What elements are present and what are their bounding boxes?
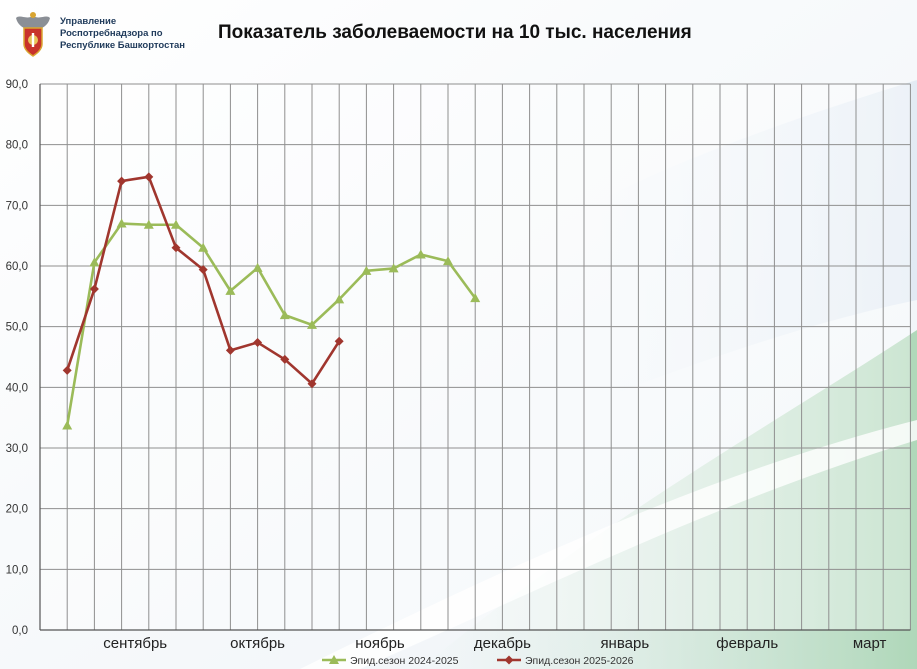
org-line-2: Роспотребнадзора по: [60, 28, 163, 39]
data-point-triangle: [198, 242, 209, 252]
data-point-triangle: [388, 263, 399, 273]
data-point-triangle: [470, 293, 481, 303]
x-month-label: октябрь: [230, 635, 285, 652]
data-point-triangle: [225, 285, 236, 295]
data-point-triangle: [171, 219, 181, 229]
data-point-diamond: [144, 172, 154, 182]
legend-label: Эпид.сезон 2024-2025: [350, 655, 459, 667]
data-point-diamond: [89, 284, 99, 294]
legend: Эпид.сезон 2024-2025 Эпид.сезон 2025-2026: [322, 655, 634, 667]
y-tick-label: 80,0: [6, 140, 28, 152]
data-point-triangle: [443, 256, 453, 266]
legend-label: Эпид.сезон 2025-2026: [525, 655, 634, 667]
data-point-triangle: [252, 262, 263, 272]
data-point-diamond: [171, 243, 181, 253]
gridlines: [40, 83, 911, 631]
data-point-diamond: [334, 336, 344, 346]
legend-item: Эпид.сезон 2024-2025: [322, 655, 459, 667]
data-point-diamond: [280, 354, 290, 364]
data-point-diamond: [117, 176, 127, 186]
y-tick-label: 40,0: [6, 382, 28, 394]
series-2: [62, 172, 344, 389]
data-point-triangle: [329, 655, 339, 664]
slide-header: Управление Роспотребнадзора по Республик…: [0, 0, 917, 70]
data-point-diamond: [62, 365, 72, 375]
series-1: [62, 218, 481, 430]
x-month-label: декабрь: [474, 635, 531, 652]
rospotrebnadzor-emblem-icon: [16, 12, 50, 57]
series-line: [65, 222, 477, 426]
org-line-3: Республике Башкортостан: [60, 40, 186, 51]
data-point-triangle: [89, 257, 100, 267]
data-point-triangle: [143, 219, 154, 229]
y-tick-label: 50,0: [6, 322, 28, 334]
y-tick-label: 20,0: [6, 504, 28, 516]
data-point-diamond: [253, 337, 263, 347]
data-point-diamond: [198, 265, 208, 275]
y-tick-label: 10,0: [6, 564, 28, 576]
data-point-triangle: [334, 294, 345, 304]
y-tick-label: 70,0: [6, 200, 28, 212]
x-month-label: март: [853, 635, 887, 652]
data-point-triangle: [62, 420, 73, 430]
data-point-diamond: [307, 379, 317, 389]
y-tick-label: 30,0: [6, 443, 28, 455]
x-month-label: ноябрь: [355, 635, 405, 652]
chart-title: Показатель заболеваемости на 10 тыс. нас…: [218, 22, 692, 43]
data-point-triangle: [116, 218, 127, 228]
legend-item: Эпид.сезон 2025-2026: [497, 655, 634, 667]
x-month-label: февраль: [716, 635, 778, 652]
data-point-triangle: [279, 310, 290, 320]
x-month-label: январь: [600, 635, 649, 652]
y-tick-labels: 0,0 10,0 20,0 30,0 40,0 50,0 60,0 70,0 80,0 90,0: [6, 79, 28, 637]
organization-name: Управление Роспотребнадзора по Республик…: [60, 16, 210, 52]
org-line-1: Управление: [60, 16, 117, 27]
data-point-triangle: [415, 249, 426, 259]
data-point-diamond: [225, 345, 235, 355]
y-tick-label: 0,0: [12, 625, 28, 637]
data-point-diamond: [504, 655, 514, 665]
y-tick-label: 90,0: [6, 79, 28, 91]
y-tick-label: 60,0: [6, 261, 28, 273]
x-month-labels: сентябрь октябрь ноябрь декабрь январь феврал…: [103, 635, 887, 652]
data-point-triangle: [307, 319, 317, 329]
x-month-label: сентябрь: [103, 635, 167, 652]
data-point-triangle: [361, 265, 372, 275]
